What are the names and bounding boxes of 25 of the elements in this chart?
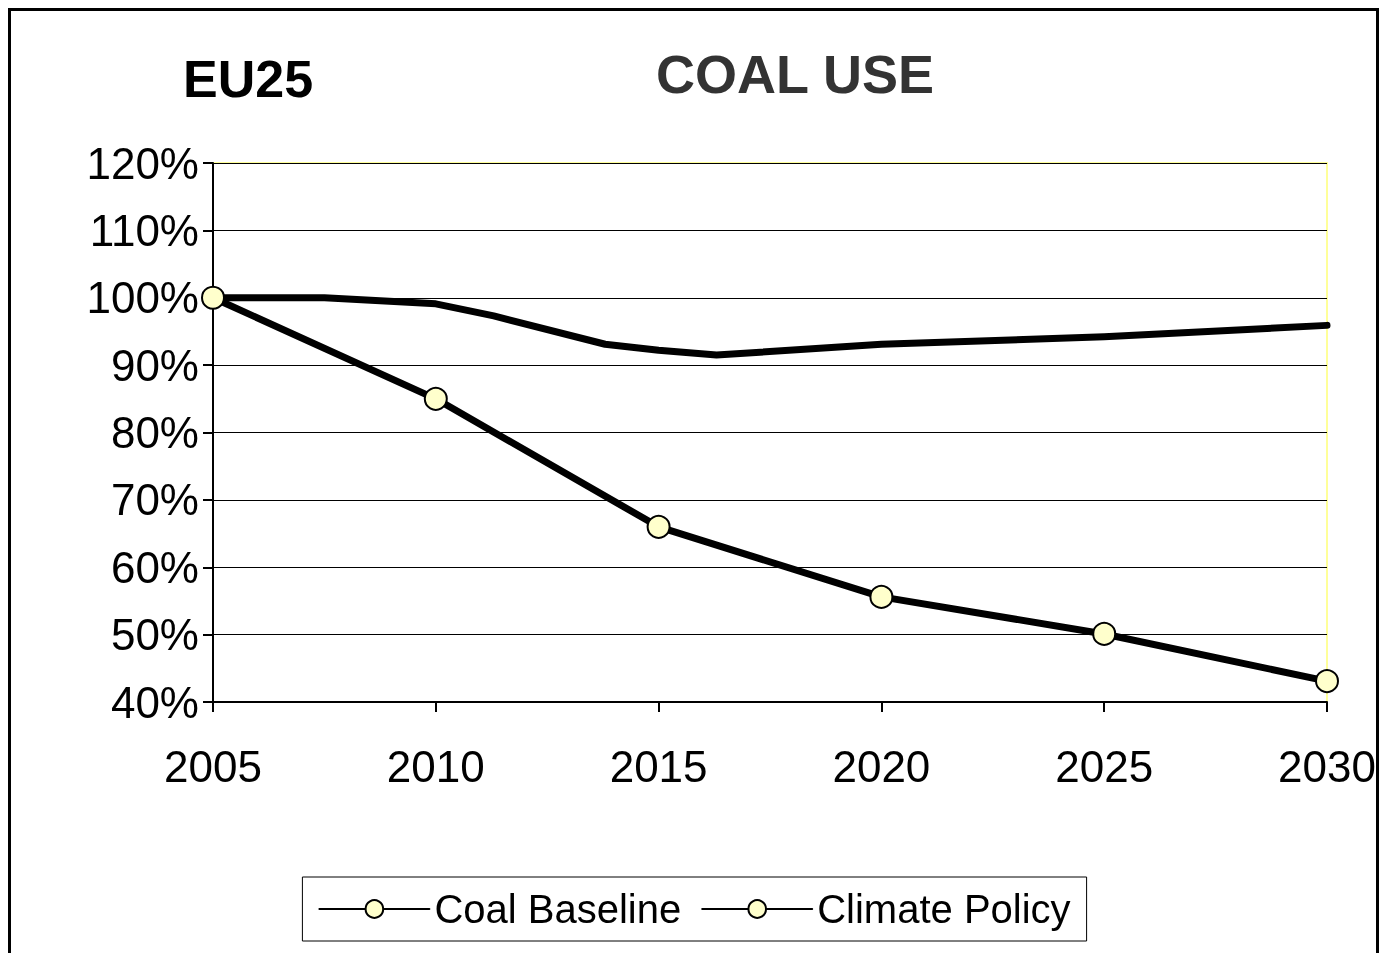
x-tick-label: 2020 (832, 741, 931, 791)
y-tick-label: 50% (110, 610, 199, 660)
point (646, 514, 671, 539)
point (1315, 669, 1339, 694)
x-tick-label: 2005 (164, 741, 262, 791)
legend-label: Coal Baseline (434, 887, 682, 931)
y-tick-label: 80% (110, 408, 199, 457)
chart-subtitle: EU25 (183, 50, 314, 108)
point (201, 285, 225, 310)
legend-label: Climate Policy (817, 887, 1071, 931)
x-tick-label: 2030 (1278, 741, 1376, 791)
x-tick-label: 2015 (609, 741, 708, 791)
y-tick-label: 40% (110, 677, 199, 727)
y-tick-label: 60% (110, 542, 199, 592)
point (1092, 621, 1117, 646)
point (423, 386, 448, 411)
y-tick-label: 110% (89, 205, 199, 255)
x-tick-label: 2010 (386, 741, 485, 791)
y-tick-label: 70% (110, 475, 199, 525)
y-tick-label: 100% (86, 273, 199, 323)
x-tick-label: 2025 (1055, 741, 1154, 791)
point (869, 584, 894, 609)
y-tick-label: 120% (86, 138, 199, 188)
chart-title: COAL USE (655, 44, 935, 104)
y-tick-label: 90% (110, 340, 199, 390)
